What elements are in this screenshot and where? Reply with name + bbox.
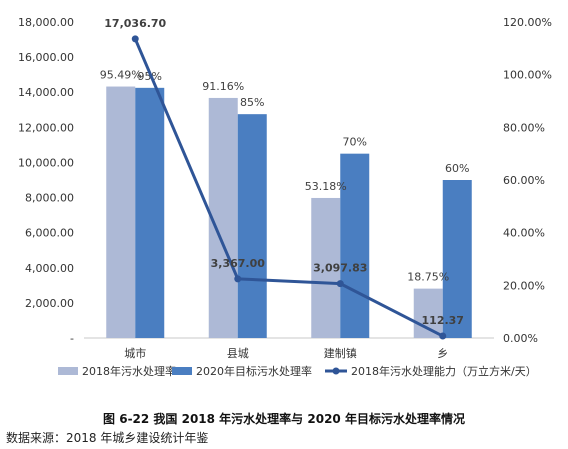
- legend-swatch: [172, 367, 192, 375]
- left-axis-ticks: - 2,000.00 4,000.00 6,000.00 8,000.00 10,000.…: [18, 16, 74, 345]
- left-tick-label: 2,000.00: [25, 297, 74, 310]
- left-tick-label: 14,000.00: [18, 86, 74, 99]
- bar-value-label: 70%: [343, 136, 367, 149]
- capacity-value-label: 112.37: [422, 314, 464, 327]
- left-tick-label: 8,000.00: [25, 192, 74, 205]
- category-labels: 城市 县城 建制镇 乡: [124, 346, 448, 360]
- capacity-point: [234, 275, 242, 283]
- left-tick-label: 16,000.00: [18, 51, 74, 64]
- legend-label: 2020年目标污水处理率: [196, 364, 312, 378]
- right-tick-label: 20.00%: [503, 279, 545, 292]
- bar-2020-target: [340, 153, 370, 338]
- left-tick-label: 12,000.00: [18, 121, 74, 134]
- capacity-line: [133, 38, 444, 338]
- bar-2018-rate: [106, 86, 136, 338]
- category-label: 乡: [437, 347, 448, 360]
- bar-value-label: 95.49%: [100, 69, 142, 82]
- left-tick-label: 18,000.00: [18, 16, 74, 29]
- bar-2018-rate: [208, 97, 238, 338]
- bar-value-label: 91.16%: [202, 80, 244, 93]
- bar-2020-target: [135, 87, 165, 338]
- legend: 2018年污水处理率 2020年目标污水处理率 2018年污水处理能力（万立方米/天…: [58, 364, 537, 378]
- legend-swatch: [58, 367, 78, 375]
- category-label: 县城: [227, 347, 249, 360]
- left-tick-label: 4,000.00: [25, 262, 74, 275]
- legend-marker: [332, 367, 340, 375]
- right-axis-ticks: 0.00% 20.00% 40.00% 60.00% 80.00% 100.00% 120.…: [503, 16, 552, 345]
- bar-2020-target: [237, 114, 267, 339]
- bar-2020-target: [442, 180, 472, 338]
- figure-caption: 图 6-22 我国 2018 年污水处理率与 2020 年目标污水处理率情况: [103, 412, 465, 426]
- capacity-value-label: 3,097.83: [313, 262, 367, 275]
- right-tick-label: 120.00%: [503, 16, 552, 29]
- bar-value-label: 18.75%: [407, 271, 449, 284]
- right-tick-label: 60.00%: [503, 174, 545, 187]
- capacity-value-label: 17,036.70: [104, 17, 166, 30]
- right-tick-label: 100.00%: [503, 69, 552, 82]
- chart: - 2,000.00 4,000.00 6,000.00 8,000.00 10,000.…: [18, 16, 552, 378]
- capacity-point: [131, 35, 139, 43]
- bar-value-label: 53.18%: [305, 180, 347, 193]
- category-label: 建制镇: [324, 346, 357, 360]
- right-tick-label: 0.00%: [503, 332, 538, 345]
- capacity-point: [336, 280, 344, 288]
- capacity-value-label: 3,367.00: [211, 257, 266, 270]
- bars: [106, 86, 472, 339]
- right-tick-label: 80.00%: [503, 121, 545, 134]
- legend-label: 2018年污水处理率: [82, 364, 176, 378]
- bar-value-label: 60%: [445, 162, 469, 175]
- category-label: 城市: [124, 346, 146, 360]
- capacity-point: [439, 332, 447, 340]
- data-source: 数据来源：2018 年城乡建设统计年鉴: [6, 431, 209, 445]
- bar-2018-rate: [311, 197, 341, 338]
- legend-label: 2018年污水处理能力（万立方米/天）: [351, 364, 537, 378]
- bar-value-label: 85%: [240, 96, 264, 109]
- left-tick-label: -: [70, 332, 74, 345]
- right-tick-label: 40.00%: [503, 227, 545, 240]
- left-tick-label: 10,000.00: [18, 156, 74, 169]
- line-series: 17,036.70 3,367.00 3,097.83 112.37: [104, 17, 464, 340]
- left-tick-label: 6,000.00: [25, 227, 74, 240]
